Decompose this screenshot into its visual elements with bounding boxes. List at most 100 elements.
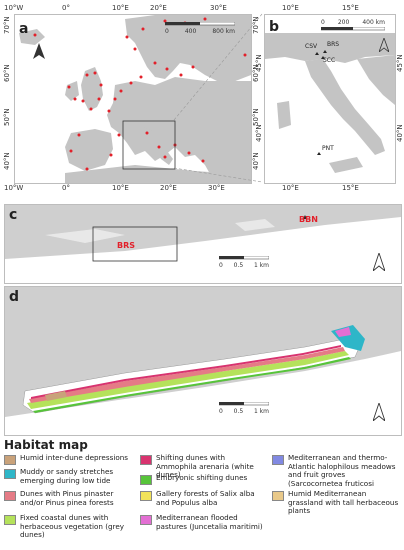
sea-area bbox=[5, 217, 401, 283]
land-britain bbox=[81, 67, 103, 111]
scale-label-2: 1 km bbox=[253, 262, 269, 269]
legend-label: Humid inter-dune depressions bbox=[20, 453, 129, 462]
land-sardinia bbox=[277, 101, 291, 129]
scale-label-1: 0.5 bbox=[233, 262, 244, 269]
legend-label: Embryonic shifting dunes bbox=[156, 473, 248, 482]
scale-label-0: 0 bbox=[219, 408, 223, 415]
legend-swatch bbox=[272, 455, 284, 465]
panel-d-svg bbox=[5, 287, 401, 435]
land-north-italy bbox=[265, 33, 395, 63]
panel-b-bottom-label-0: 10°E bbox=[282, 184, 299, 192]
site-label-brs: BRS bbox=[327, 41, 340, 48]
legend-item-flooded-pastures: Mediterranean flooded pastures (Juncetal… bbox=[140, 513, 268, 531]
site-label-pnt: PNT bbox=[322, 145, 334, 152]
land-continental bbox=[107, 77, 251, 183]
north-arrow-icon bbox=[372, 251, 386, 275]
panel-b-left-label-1: 40°N bbox=[255, 124, 263, 142]
legend-label: Humid Mediterranean grassland with tall … bbox=[288, 489, 399, 516]
legend-item-muddy-sandy: Muddy or sandy stretches emerging during… bbox=[4, 467, 134, 485]
habitat-embryonic bbox=[33, 357, 351, 413]
legend-item-pine-dunes: Dunes with Pinus pinaster and/or Pinus p… bbox=[4, 489, 134, 507]
europe-map-svg bbox=[15, 15, 251, 183]
legend-swatch bbox=[140, 455, 152, 465]
scale-label-1: 0.5 bbox=[233, 408, 244, 415]
panel-b-top-label-0: 10°E bbox=[282, 4, 299, 12]
legend-label: Mediterranean and thermo-Atlantic haloph… bbox=[288, 453, 396, 488]
legend-swatch bbox=[272, 491, 284, 501]
panel-b-right-label-1: 40°N bbox=[396, 124, 404, 142]
panel-a-label: a bbox=[19, 21, 29, 37]
panel-a-top-label-4: 30°E bbox=[210, 4, 227, 12]
legend-label: Dunes with Pinus pinaster and/or Pinus p… bbox=[20, 489, 114, 507]
scale-label-2: 800 km bbox=[212, 28, 235, 35]
panel-d-habitat-map: d 0 0.5 1 km bbox=[4, 286, 402, 436]
land-sicily bbox=[329, 157, 363, 173]
study-site-markers bbox=[315, 50, 327, 155]
scale-label-0: 0 bbox=[321, 19, 325, 26]
legend-swatch bbox=[4, 469, 16, 479]
legend-swatch bbox=[4, 491, 16, 501]
land-north-africa bbox=[65, 165, 251, 183]
panel-c-aerial-map: c BRS BBN 0 0.5 1 km bbox=[4, 204, 402, 284]
site-label-scc: SCC bbox=[323, 57, 336, 64]
inset-connector-lines bbox=[173, 13, 263, 183]
north-arrow-icon bbox=[378, 36, 390, 56]
panel-d-label: d bbox=[9, 289, 20, 305]
legend-label: Shifting dunes with Ammophila arenaria (… bbox=[156, 453, 254, 480]
panel-b-right-label-0: 45°N bbox=[396, 54, 404, 72]
legend-swatch bbox=[140, 491, 152, 501]
legend-item-humid-grassland: Humid Mediterranean grassland with tall … bbox=[272, 489, 400, 516]
habitat-fixed-dunes bbox=[27, 351, 349, 409]
scale-label-2: 400 km bbox=[362, 19, 385, 26]
italy-map-svg bbox=[265, 15, 395, 183]
site-label-brs-c: BRS bbox=[117, 241, 136, 250]
legend-item-fixed-dunes: Fixed coastal dunes with herbaceous vege… bbox=[4, 513, 134, 540]
legend-item-gallery-forests: Gallery forests of Salix alba and Populu… bbox=[140, 489, 268, 507]
zoom-box bbox=[92, 226, 178, 262]
panel-c-scale-bar: 0 0.5 1 km bbox=[218, 255, 270, 269]
scale-label-1: 200 bbox=[337, 19, 350, 26]
legend-item-halophilous: Mediterranean and thermo-Atlantic haloph… bbox=[272, 453, 400, 488]
panel-b-scale-bar: 0 200 400 km bbox=[320, 19, 386, 33]
panel-a-bottom-label-2: 10°E bbox=[112, 184, 129, 192]
habitat-flooded-pastures bbox=[335, 327, 351, 337]
panel-b-top-label-1: 15°E bbox=[342, 4, 359, 12]
panel-d-scale-bar: 0 0.5 1 km bbox=[218, 401, 270, 415]
land-iceland bbox=[19, 29, 45, 45]
legend-item-white-dunes: Shifting dunes with Ammophila arenaria (… bbox=[140, 453, 268, 480]
lagoon-shapes bbox=[45, 219, 275, 243]
habitat-white-dunes bbox=[31, 345, 341, 399]
legend-label: Muddy or sandy stretches emerging during… bbox=[20, 467, 114, 485]
scale-label-0: 0 bbox=[219, 262, 223, 269]
scale-label-0: 0 bbox=[165, 28, 169, 35]
legend-label: Fixed coastal dunes with herbaceous vege… bbox=[20, 513, 125, 540]
scale-label-1: 400 bbox=[184, 28, 197, 35]
panel-a-bottom-label-0: 10°W bbox=[4, 184, 24, 192]
site-label-bbn: BBN bbox=[299, 215, 318, 224]
site-label-csv: CSV bbox=[305, 43, 318, 50]
land-iberia bbox=[65, 129, 113, 171]
panel-a-top-label-3: 20°E bbox=[150, 4, 167, 12]
italy-inset-box bbox=[122, 120, 176, 170]
panel-b-bottom-label-1: 15°E bbox=[342, 184, 359, 192]
legend-label: Gallery forests of Salix alba and Populu… bbox=[156, 489, 255, 507]
panel-b-label: b bbox=[269, 19, 280, 35]
legend-title: Habitat map bbox=[4, 438, 88, 452]
panel-a-top-label-2: 10°E bbox=[112, 4, 129, 12]
panel-a-bottom-label-1: 0° bbox=[62, 184, 70, 192]
panel-b-left-label-0: 45°N bbox=[255, 54, 263, 72]
scale-label-2: 1 km bbox=[253, 408, 269, 415]
land-balkans bbox=[357, 55, 395, 105]
panel-a-top-label-1: 0° bbox=[62, 4, 70, 12]
sea-area-d bbox=[5, 351, 401, 435]
panel-b-italy-map: b CSV BRS SCC PNT 0 200 400 km bbox=[264, 14, 396, 184]
land-italy-peninsula bbox=[305, 59, 385, 155]
legend-swatch bbox=[4, 455, 16, 465]
land-scandinavia bbox=[125, 15, 251, 85]
legend-item-embryonic: Embryonic shifting dunes bbox=[140, 473, 268, 485]
habitat-inter-dune bbox=[45, 391, 67, 401]
panel-a-top-label-0: 10°W bbox=[4, 4, 24, 12]
north-arrow-icon bbox=[372, 401, 386, 425]
legend-swatch bbox=[140, 475, 152, 485]
legend-swatch bbox=[140, 515, 152, 525]
